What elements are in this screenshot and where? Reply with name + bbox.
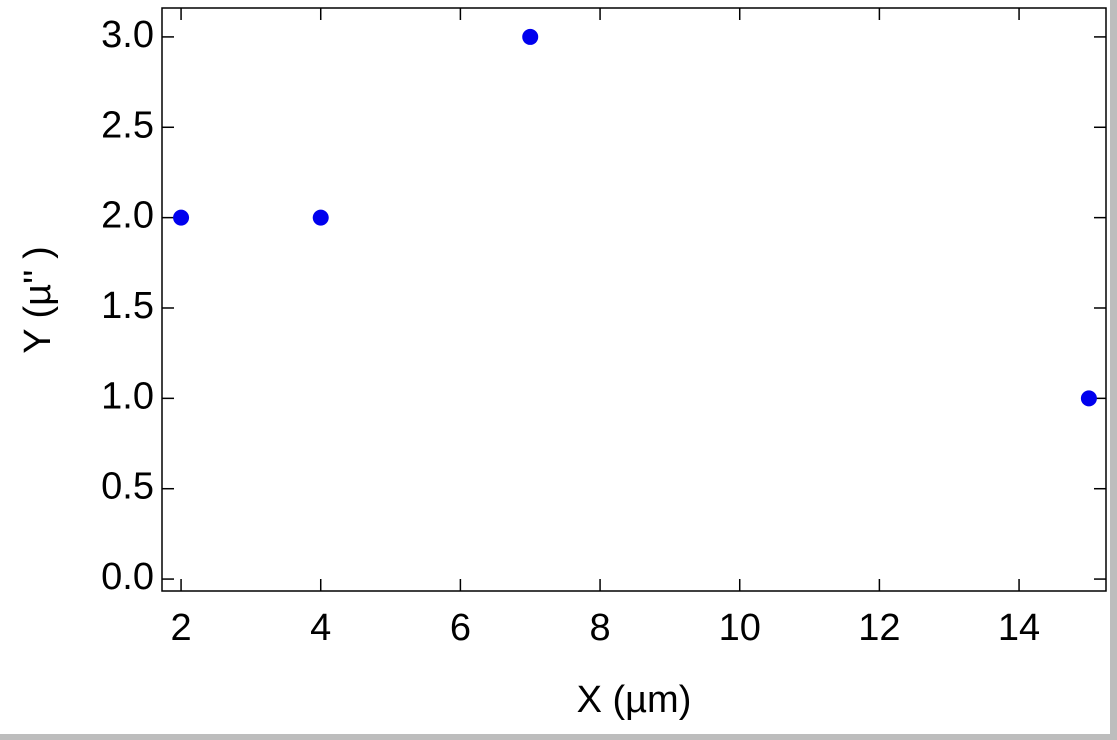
y-tick-label: 1.0 <box>101 375 154 417</box>
y-tick-label: 2.5 <box>101 104 154 146</box>
y-tick-label: 2.0 <box>101 195 154 237</box>
x-tick-label: 6 <box>450 607 471 649</box>
y-tick-label: 0.5 <box>101 466 154 508</box>
y-axis-label: Y (µ'' ) <box>17 246 59 354</box>
point <box>1080 390 1097 407</box>
y-tick-label: 1.5 <box>101 285 154 327</box>
x-tick-label: 4 <box>310 607 331 649</box>
x-tick-label: 2 <box>170 607 191 649</box>
point <box>312 209 329 226</box>
point <box>522 28 539 45</box>
y-tick-label: 0.0 <box>101 556 154 598</box>
plot-frame <box>161 7 1107 592</box>
point <box>173 209 190 226</box>
x-tick-label: 14 <box>998 607 1040 649</box>
x-tick-label: 12 <box>858 607 900 649</box>
x-tick-label: 8 <box>589 607 610 649</box>
x-axis-label: X (µm) <box>577 679 692 721</box>
x-tick-label: 10 <box>719 607 761 649</box>
y-tick-label: 3.0 <box>101 14 154 56</box>
